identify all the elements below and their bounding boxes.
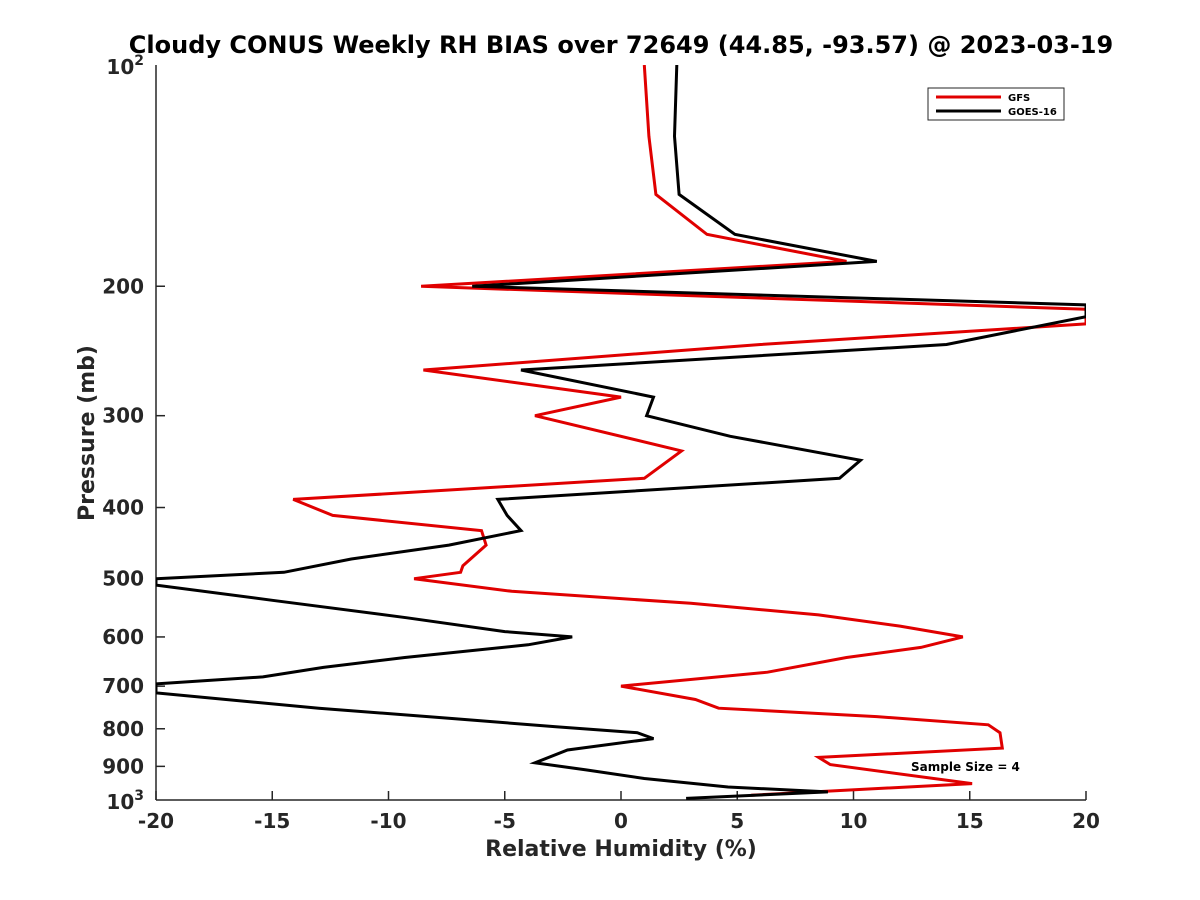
plot-area: [155, 65, 1086, 801]
series-gfs-line: [292, 65, 1086, 797]
chart-title: Cloudy CONUS Weekly RH BIAS over 72649 (…: [129, 31, 1113, 59]
y-tick-label: 900: [102, 754, 144, 778]
y-tick-label: 500: [102, 567, 144, 591]
series-layer: [156, 65, 1086, 800]
x-tick-label: 5: [730, 809, 744, 833]
y-bottom-power-label: 103: [106, 788, 144, 814]
x-tick-label: -5: [494, 809, 516, 833]
y-tick-label: 200: [102, 274, 144, 298]
x-axis-label: Relative Humidity (%): [485, 837, 757, 862]
y-axis: 200 300 400 500 600 700 800 900 102 103: [102, 53, 165, 814]
series-goes-16-line: [156, 65, 1086, 800]
legend-label-goes-16: GOES-16: [1008, 107, 1057, 118]
y-tick-label: 400: [102, 496, 144, 520]
x-tick-label: 20: [1072, 809, 1100, 833]
y-top-power-label: 102: [106, 53, 144, 79]
x-tick-label: -15: [254, 809, 290, 833]
legend-label-gfs: GFS: [1008, 93, 1030, 104]
x-tick-label: -10: [370, 809, 406, 833]
x-tick-label: -20: [138, 809, 174, 833]
x-axis: -20 -15 -10 -5 0 5 10 15 20: [138, 791, 1100, 833]
y-axis-label: Pressure (mb): [75, 345, 100, 521]
x-tick-label: 15: [956, 809, 984, 833]
x-tick-label: 10: [840, 809, 868, 833]
legend-box: [927, 87, 1065, 121]
y-tick-label: 800: [102, 717, 144, 741]
x-tick-label: 0: [614, 809, 628, 833]
y-tick-label: 300: [102, 404, 144, 428]
sample-size-annotation: Sample Size = 4: [911, 760, 1020, 774]
legend: GFS GOES-16: [927, 87, 1065, 121]
y-tick-label: 700: [102, 674, 144, 698]
y-tick-label: 600: [102, 625, 144, 649]
